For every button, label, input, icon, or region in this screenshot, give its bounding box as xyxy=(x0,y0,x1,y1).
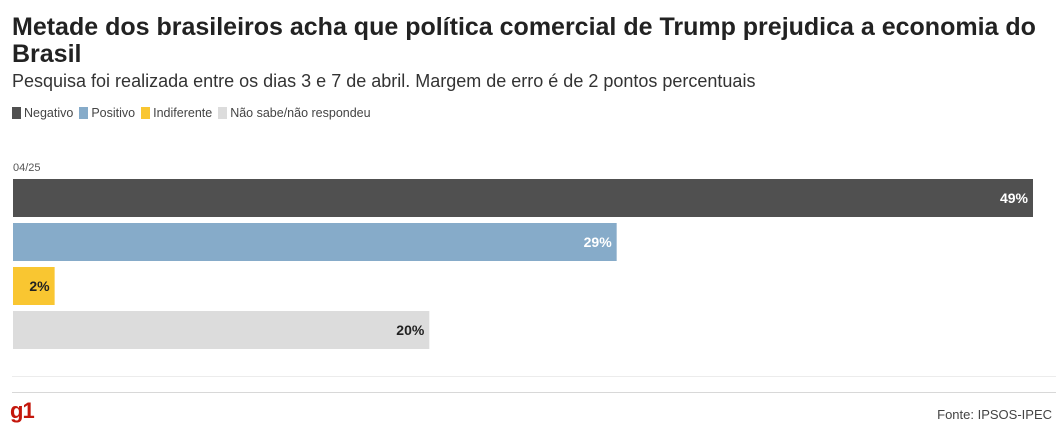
legend-label: Positivo xyxy=(91,106,136,120)
legend-label: Não sabe/não respondeu xyxy=(230,106,371,120)
bar-value-label: 2% xyxy=(29,278,50,294)
bar-positivo xyxy=(13,223,617,261)
legend-item-negativo: Negativo xyxy=(12,106,73,120)
chart-subtitle: Pesquisa foi realizada entre os dias 3 e… xyxy=(12,71,756,91)
divider xyxy=(12,376,1056,377)
bar-value-label: 49% xyxy=(1000,190,1029,206)
g1-logo: g1 xyxy=(10,398,35,423)
legend-swatch xyxy=(79,107,89,119)
legend-swatch xyxy=(12,107,21,119)
bar-negativo xyxy=(13,179,1033,217)
legend-swatch xyxy=(218,107,228,119)
divider xyxy=(12,392,1056,393)
period-label: 04/25 xyxy=(13,162,41,174)
legend-label: Negativo xyxy=(24,106,74,120)
legend-label: Indiferente xyxy=(153,106,213,120)
bar-value-label: 20% xyxy=(396,322,425,338)
chart-title: Metade dos brasileiros acha que política… xyxy=(12,13,1036,68)
legend-item-nao-sabe: Não sabe/não respondeu xyxy=(218,106,371,120)
bar-value-label: 29% xyxy=(584,234,613,250)
bar-chart: 49% 29% 2% 20% xyxy=(13,179,1033,349)
source-text: Fonte: IPSOS-IPEC xyxy=(937,407,1052,422)
legend-item-positivo: Positivo xyxy=(79,106,135,120)
bar-n-o-sabe-n-o-respondeu xyxy=(13,311,430,349)
chart-legend: Negativo Positivo Indiferente Não sabe/n… xyxy=(12,105,377,121)
legend-swatch xyxy=(141,107,151,119)
legend-item-indiferente: Indiferente xyxy=(141,106,212,120)
bar-indiferente xyxy=(13,267,55,305)
